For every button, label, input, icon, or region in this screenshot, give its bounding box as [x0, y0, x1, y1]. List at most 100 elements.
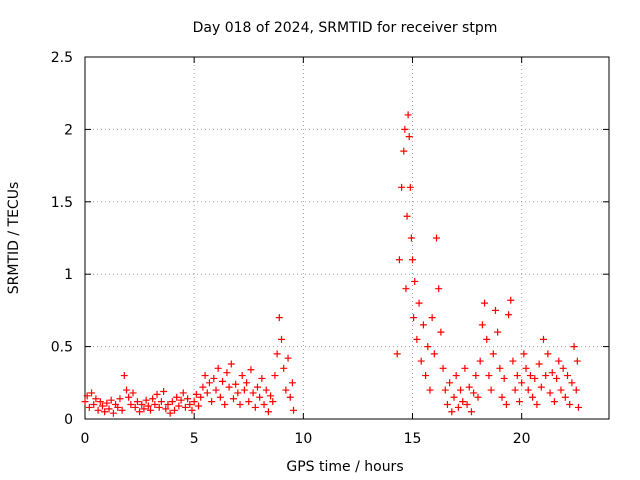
data-point: [247, 366, 255, 374]
data-point: [489, 350, 497, 358]
data-point: [262, 386, 270, 394]
data-point: [177, 396, 185, 404]
data-point: [395, 256, 403, 264]
data-point: [526, 372, 534, 380]
data-point: [127, 401, 135, 409]
data-point: [409, 256, 416, 264]
data-point: [149, 395, 157, 403]
data-point: [201, 372, 209, 380]
data-point: [426, 386, 434, 394]
data-point: [173, 393, 181, 401]
data-point: [407, 234, 415, 242]
data-point: [144, 402, 152, 410]
data-point: [566, 401, 574, 409]
data-point: [413, 335, 421, 343]
data-point: [278, 335, 285, 343]
data-point: [221, 401, 229, 409]
data-point: [513, 372, 521, 380]
data-point: [212, 386, 220, 394]
data-point: [125, 393, 133, 401]
data-point: [546, 389, 554, 397]
data-point: [103, 399, 111, 407]
y-tick-label: 2: [64, 122, 73, 138]
data-point: [92, 395, 100, 403]
data-point: [208, 398, 216, 406]
data-point: [485, 372, 493, 380]
data-point: [140, 405, 148, 413]
data-point: [232, 380, 240, 388]
data-point: [474, 393, 482, 401]
tick-labels: 0 5 10 15 20 0 0.5 1 1.5 2 2.5: [51, 50, 531, 447]
data-point: [214, 364, 222, 372]
data-point: [83, 392, 91, 400]
data-point: [500, 374, 508, 382]
data-point: [164, 401, 172, 409]
data-point: [118, 406, 126, 414]
data-point: [461, 364, 469, 372]
data-point: [94, 406, 102, 414]
data-point: [439, 364, 447, 372]
data-point: [557, 386, 565, 394]
data-point: [192, 390, 200, 398]
data-point: [424, 343, 432, 351]
data-point: [437, 328, 445, 336]
data-point: [419, 321, 427, 329]
data-point: [253, 383, 261, 391]
data-point: [195, 402, 203, 410]
data-point: [465, 383, 473, 391]
data-point: [518, 379, 526, 387]
data-point: [515, 398, 523, 406]
data-point: [249, 389, 257, 397]
data-point: [402, 285, 410, 293]
data-point: [494, 328, 502, 336]
data-point: [463, 401, 471, 409]
data-point: [229, 395, 237, 403]
data-point: [435, 285, 443, 293]
data-point: [511, 386, 519, 394]
data-point: [256, 393, 264, 401]
axis-ticks: [84, 56, 609, 420]
data-point: [267, 392, 275, 400]
data-point: [116, 395, 124, 403]
x-tick-label: 15: [404, 431, 422, 447]
data-point: [524, 386, 532, 394]
data-point: [572, 386, 580, 394]
data-point: [540, 335, 547, 343]
y-tick-label: 2.5: [51, 50, 73, 66]
data-point: [288, 379, 296, 387]
data-point: [555, 357, 563, 365]
data-point: [153, 390, 161, 398]
data-point: [260, 401, 268, 409]
data-point: [470, 389, 478, 397]
data-point: [403, 212, 411, 220]
data-point: [243, 379, 251, 387]
data-point: [550, 398, 558, 406]
data-point: [498, 393, 506, 401]
data-point: [147, 406, 154, 414]
data-point: [236, 401, 244, 409]
x-tick-label: 20: [513, 431, 531, 447]
data-point: [533, 401, 541, 409]
x-tick-label: 5: [190, 431, 199, 447]
y-tick-label: 1.5: [51, 195, 73, 211]
data-point: [184, 395, 192, 403]
data-point: [90, 401, 98, 409]
data-point: [404, 111, 412, 119]
data-point: [245, 398, 253, 406]
grid: [85, 57, 609, 419]
data-point: [199, 383, 207, 391]
data-point: [559, 364, 567, 372]
data-point: [411, 277, 419, 285]
data-point: [258, 374, 266, 382]
data-point: [478, 321, 486, 329]
data-point: [448, 408, 456, 416]
y-tick-label: 0: [64, 412, 73, 428]
data-point: [454, 403, 462, 411]
data-point: [415, 299, 423, 307]
data-point: [205, 379, 213, 387]
data-point: [138, 401, 146, 409]
data-point: [227, 360, 235, 368]
data-point: [529, 393, 537, 401]
data-point: [509, 357, 517, 365]
